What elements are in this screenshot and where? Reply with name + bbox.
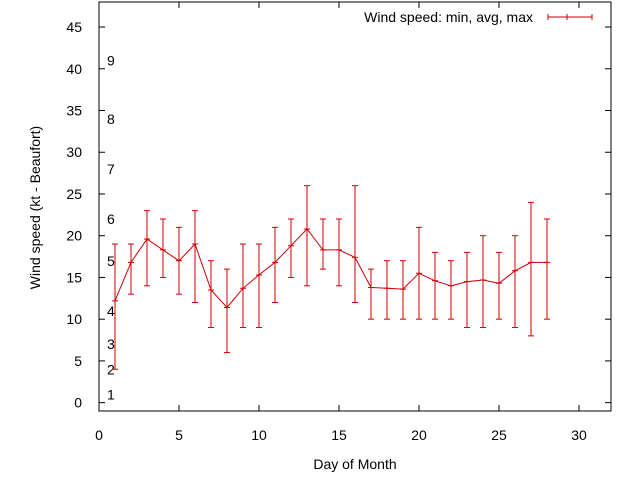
beaufort-label: 3 xyxy=(107,336,115,352)
series-line xyxy=(112,226,550,311)
data-point xyxy=(480,276,486,283)
beaufort-label: 7 xyxy=(107,161,115,177)
data-point xyxy=(512,267,518,274)
data-point xyxy=(496,280,502,287)
beaufort-label: 8 xyxy=(107,111,115,127)
data-point xyxy=(320,246,326,253)
data-point xyxy=(272,259,278,266)
legend: Wind speed: min, avg, max xyxy=(364,9,593,25)
data-point xyxy=(304,226,310,233)
data-point xyxy=(400,286,406,293)
data-point xyxy=(288,242,294,249)
y-tick-label: 0 xyxy=(74,395,82,411)
data-point xyxy=(416,270,422,277)
plot-frame xyxy=(98,1,612,412)
x-tick-label: 5 xyxy=(175,427,183,443)
data-point xyxy=(448,282,454,289)
y-tick-label: 15 xyxy=(66,269,82,285)
beaufort-label: 1 xyxy=(107,386,115,402)
data-point xyxy=(544,259,550,266)
x-tick-label: 15 xyxy=(331,427,347,443)
y-tick-label: 25 xyxy=(66,186,82,202)
y-tick-label: 20 xyxy=(66,228,82,244)
beaufort-label: 6 xyxy=(107,211,115,227)
legend-label: Wind speed: min, avg, max xyxy=(364,9,533,25)
data-point xyxy=(256,271,262,278)
data-point xyxy=(528,259,534,266)
y-tick-label: 40 xyxy=(66,61,82,77)
data-point xyxy=(336,246,342,253)
data-point xyxy=(240,285,246,292)
x-tick-label: 10 xyxy=(251,427,267,443)
x-tick-label: 25 xyxy=(491,427,507,443)
avg-line xyxy=(114,228,547,309)
data-point xyxy=(128,259,134,266)
x-axis: 0 5 10 15 20 25 30 xyxy=(95,2,587,443)
x-tick-label: 30 xyxy=(571,427,587,443)
y-tick-label: 35 xyxy=(66,103,82,119)
beaufort-label: 5 xyxy=(107,253,115,269)
x-axis-title: Day of Month xyxy=(313,456,396,472)
y-tick-label: 10 xyxy=(66,311,82,327)
beaufort-label: 9 xyxy=(107,52,115,68)
data-point xyxy=(112,297,118,304)
y-axis-title: Wind speed (kt - Beaufort) xyxy=(27,126,43,289)
data-point xyxy=(352,254,358,261)
beaufort-scale: 1 2 3 4 5 6 7 8 9 xyxy=(107,52,115,402)
beaufort-label: 2 xyxy=(107,361,115,377)
y-tick-label: 45 xyxy=(66,19,82,35)
data-point xyxy=(368,284,374,291)
data-point xyxy=(144,236,150,243)
x-tick-label: 20 xyxy=(411,427,427,443)
data-point xyxy=(160,246,166,253)
data-point xyxy=(464,278,470,285)
data-point xyxy=(176,257,182,264)
y-tick-label: 5 xyxy=(74,353,82,369)
data-point xyxy=(432,277,438,284)
data-point xyxy=(192,241,198,248)
plot-border xyxy=(98,1,612,412)
x-tick-label: 0 xyxy=(95,427,103,443)
error-bars xyxy=(112,185,550,370)
y-tick-label: 30 xyxy=(66,144,82,160)
data-point xyxy=(224,304,230,311)
data-point xyxy=(208,286,214,293)
beaufort-label: 4 xyxy=(107,303,115,319)
data-point xyxy=(384,285,390,292)
